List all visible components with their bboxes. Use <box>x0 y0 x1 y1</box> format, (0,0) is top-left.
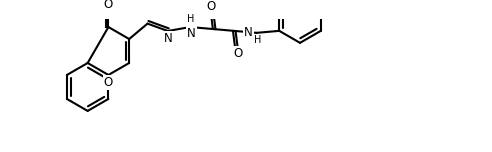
Text: O: O <box>233 47 243 60</box>
Text: O: O <box>206 0 215 13</box>
Text: H: H <box>186 14 194 24</box>
Text: N: N <box>244 26 253 39</box>
Text: N: N <box>163 32 172 45</box>
Text: O: O <box>104 0 113 11</box>
Text: O: O <box>104 76 113 89</box>
Text: N: N <box>186 27 195 40</box>
Text: H: H <box>254 35 262 45</box>
